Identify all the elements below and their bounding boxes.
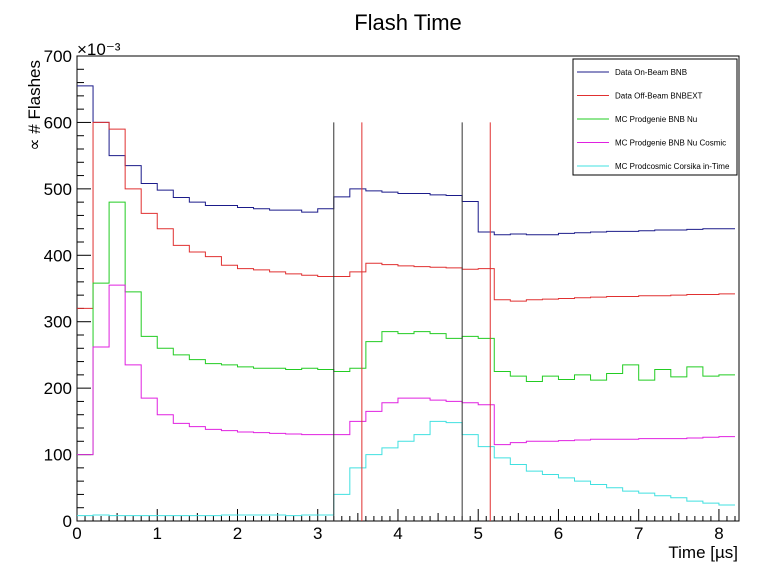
series-line-4: [77, 284, 735, 456]
legend-entry: Data On-Beam BNB: [615, 68, 687, 77]
x-tick-label: 5: [473, 524, 482, 543]
x-tick-label: 7: [634, 524, 643, 543]
legend-entry: MC Prodgenie BNB Nu: [615, 115, 697, 124]
x-tick-label: 1: [153, 524, 162, 543]
legend-entry: Data Off-Beam BNBEXT: [615, 92, 703, 101]
y-tick-label: 200: [44, 379, 72, 398]
x-tick-label: 6: [554, 524, 563, 543]
x-tick-label: 4: [393, 524, 402, 543]
series-line-3: [77, 201, 735, 456]
y-tick-label: 600: [44, 113, 72, 132]
series-line-5: [77, 420, 735, 517]
x-tick-label: 8: [714, 524, 723, 543]
y-tick-label: 300: [44, 313, 72, 332]
x-tick-label: 2: [233, 524, 242, 543]
series-line-2: [77, 121, 735, 309]
series-line-1: [77, 85, 735, 236]
chart-title: Flash Time: [354, 10, 462, 35]
x-axis-label: Time [µs]: [668, 543, 738, 562]
y-axis-label: ∝ # Flashes: [25, 60, 44, 151]
x-tick-label: 3: [313, 524, 322, 543]
y-axis-multiplier: ×10⁻³: [77, 40, 121, 59]
y-tick-label: 0: [63, 512, 72, 531]
plot-area: 0 1 2 3 4 5 6 7 8 0 100 200 300 400 500 600 700: [44, 47, 740, 543]
x-tick-label: 0: [72, 524, 81, 543]
y-tick-label: 700: [44, 47, 72, 66]
plot-frame: [76, 55, 740, 522]
y-tick-label: 100: [44, 446, 72, 465]
y-tick-label: 500: [44, 180, 72, 199]
legend-box: [572, 58, 738, 176]
legend: Data On-Beam BNB Data Off-Beam BNBEXT MC P…: [572, 58, 738, 176]
y-tick-label: 400: [44, 246, 72, 265]
legend-entry: MC Prodcosmic Corsika in-Time: [615, 162, 730, 171]
legend-entry: MC Prodgenie BNB Nu Cosmic: [615, 139, 726, 148]
